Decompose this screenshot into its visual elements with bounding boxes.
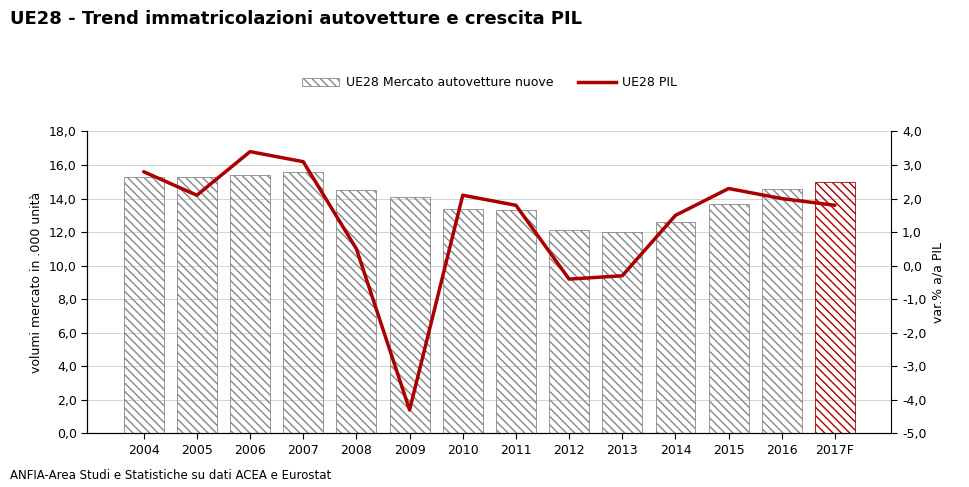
Bar — [124, 177, 164, 433]
Bar — [390, 197, 429, 433]
Bar — [762, 188, 801, 433]
Bar — [603, 232, 642, 433]
Bar — [655, 222, 696, 433]
Text: UE28 - Trend immatricolazioni autovetture e crescita PIL: UE28 - Trend immatricolazioni autovettur… — [10, 10, 581, 28]
Bar — [496, 210, 536, 433]
Text: ANFIA-Area Studi e Statistiche su dati ACEA e Eurostat: ANFIA-Area Studi e Statistiche su dati A… — [10, 469, 331, 482]
Bar — [708, 204, 749, 433]
Bar — [443, 208, 483, 433]
Bar — [177, 177, 217, 433]
Legend: UE28 Mercato autovetture nuove, UE28 PIL: UE28 Mercato autovetture nuove, UE28 PIL — [297, 71, 682, 94]
Bar — [336, 190, 376, 433]
Bar — [549, 230, 589, 433]
Bar — [815, 182, 855, 433]
Bar — [283, 172, 324, 433]
Y-axis label: volumi mercato in .000 unità: volumi mercato in .000 unità — [30, 192, 44, 373]
Y-axis label: var.% a/a PIL: var.% a/a PIL — [932, 242, 945, 323]
Bar — [230, 175, 270, 433]
